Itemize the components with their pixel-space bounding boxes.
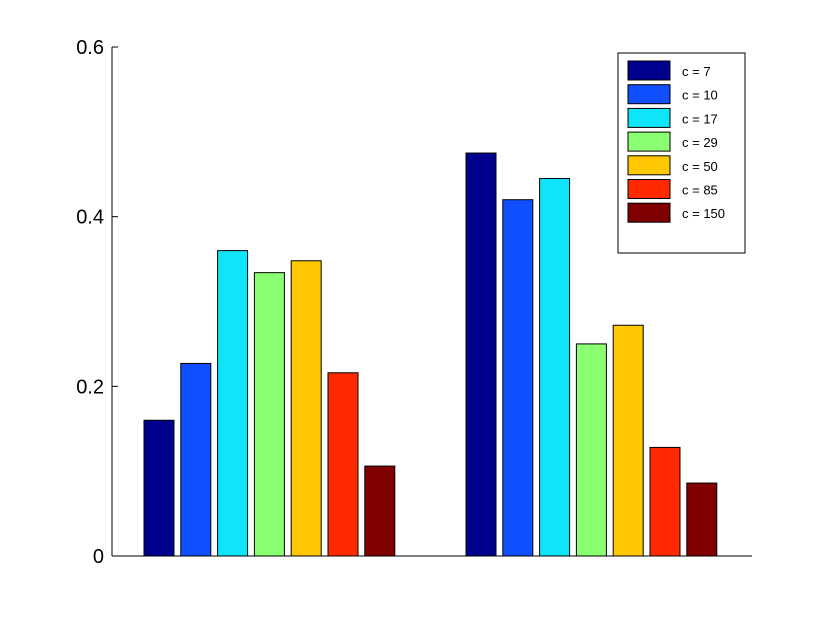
bar-c-29-group-2 (575, 343, 607, 557)
legend-label: c = 10 (682, 88, 718, 103)
bar-c-50-group-1 (290, 260, 322, 557)
y-tick-label: 0.2 (76, 376, 104, 398)
bar-c-17-group-1 (217, 250, 249, 557)
legend-swatch (627, 107, 671, 128)
legend-swatch (627, 60, 671, 81)
bar-c-85-group-1 (327, 372, 359, 557)
legend-label: c = 50 (682, 159, 718, 174)
bar-c-150-group-1 (364, 465, 396, 557)
axes: 0 0.2 0.4 0.6 (76, 37, 752, 568)
legend-box (617, 52, 746, 254)
legend-swatch (627, 131, 671, 152)
bars-layer (143, 152, 718, 557)
y-tick-label: 0 (93, 546, 104, 568)
bar-c-29-group-1 (253, 272, 285, 557)
bar-c-50-group-2 (612, 324, 644, 557)
bar-c-10-group-2 (502, 199, 534, 557)
legend-swatch (627, 179, 671, 199)
legend-label: c = 7 (682, 64, 711, 79)
bar-c-150-group-2 (686, 482, 718, 557)
y-tick-label: 0.6 (76, 37, 104, 59)
bar-c-85-group-2 (649, 446, 681, 557)
legend-swatch (627, 155, 671, 176)
bar-c-7-group-1 (143, 419, 175, 557)
legend-swatch (627, 202, 671, 223)
legend-label: c = 29 (682, 135, 718, 150)
bar-c-17-group-2 (539, 177, 571, 557)
legend-label: c = 17 (682, 111, 718, 126)
y-ticks: 0 0.2 0.4 0.6 (76, 37, 118, 568)
bar-c-10-group-1 (180, 362, 212, 557)
legend-items: c = 7 c = 10 c = 17 c = 29 c = 50 c = 85 c = 1… (627, 60, 725, 223)
legend-label: c = 85 (682, 183, 718, 198)
bar-c-7-group-2 (465, 152, 497, 557)
y-tick-label: 0.4 (76, 207, 104, 229)
legend-swatch (627, 84, 671, 105)
legend-label: c = 150 (682, 206, 725, 221)
legend: c = 7 c = 10 c = 17 c = 29 c = 50 c = 85 c = 1… (617, 52, 746, 254)
